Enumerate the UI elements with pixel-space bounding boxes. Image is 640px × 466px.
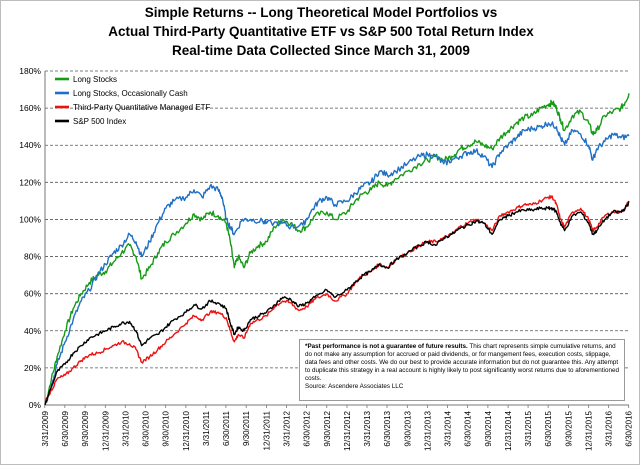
x-tick-label: 9/30/2013 (403, 410, 412, 446)
disclaimer-body-text: This chart represents simple cumulative … (305, 343, 619, 383)
legend-label: Long Stocks, Occasionally Cash (73, 89, 188, 98)
x-tick-label: 12/31/2011 (262, 410, 271, 450)
x-tick-label: 12/31/2009 (101, 410, 110, 451)
x-tick-label: 9/30/2011 (242, 410, 251, 446)
y-tick-label: 0% (29, 400, 42, 410)
y-tick-label: 60% (24, 289, 41, 299)
x-tick-label: 3/31/2009 (41, 410, 50, 446)
chart-title-line-2: Actual Third-Party Quantitative ETF vs S… (108, 24, 534, 39)
y-tick-label: 40% (24, 326, 41, 336)
legend-label: S&P 500 Index (73, 117, 126, 126)
x-tick-label: 6/30/2011 (222, 410, 231, 446)
series-line-0 (44, 93, 630, 406)
y-tick-label: 180% (19, 66, 41, 76)
x-tick-label: 3/31/2010 (121, 410, 130, 446)
x-tick-label: 9/30/2012 (323, 410, 332, 446)
x-tick-label: 12/31/2013 (424, 410, 433, 451)
x-tick-label: 12/31/2012 (343, 410, 352, 451)
disclaimer-box: *Past performance is not a guarantee of … (299, 339, 625, 401)
x-tick-label: 9/30/2010 (162, 410, 171, 446)
legend-label: Third-Party Quantitative Managed ETF (73, 103, 211, 112)
series-line-1 (44, 121, 630, 406)
x-tick-label: 9/30/2014 (484, 410, 493, 446)
x-tick-label: 6/30/2012 (302, 410, 311, 446)
y-tick-label: 140% (19, 140, 41, 150)
x-tick-label: 3/31/2012 (282, 410, 291, 446)
x-tick-label: 12/31/2015 (585, 410, 594, 451)
x-tick-label: 6/30/2014 (464, 410, 473, 446)
y-tick-label: 160% (19, 103, 41, 113)
chart-title-line-1: Simple Returns -- Long Theoretical Model… (144, 5, 498, 20)
x-tick-label: 3/31/2015 (524, 410, 533, 446)
series-line-2 (44, 194, 630, 402)
chart-title-line-3: Real-time Data Collected Since March 31,… (172, 43, 470, 58)
x-tick-label: 12/31/2010 (182, 410, 191, 451)
disclaimer-source: Source: Ascendere Associates LLC (305, 383, 404, 391)
x-tick-label: 3/31/2014 (444, 410, 453, 446)
x-tick-label: 12/31/2014 (504, 410, 513, 451)
x-tick-label: 3/31/2016 (605, 410, 614, 446)
series-line-3 (44, 201, 630, 406)
y-tick-label: 100% (19, 214, 41, 224)
x-tick-label: 3/31/2011 (202, 410, 211, 446)
x-tick-label: 6/30/2010 (141, 410, 150, 446)
x-tick-label: 3/31/2013 (363, 410, 372, 446)
disclaimer-bold-text: *Past performance is not a guarantee of … (305, 343, 468, 350)
x-tick-label: 9/30/2015 (564, 410, 573, 446)
y-tick-label: 120% (19, 177, 41, 187)
x-tick-label: 6/30/2016 (625, 410, 634, 446)
legend-label: Long Stocks (73, 75, 117, 84)
y-tick-label: 80% (24, 252, 41, 262)
y-tick-label: 20% (24, 363, 41, 373)
x-tick-label: 9/30/2009 (81, 410, 90, 446)
x-tick-label: 6/30/2015 (544, 410, 553, 446)
x-tick-label: 6/30/2009 (61, 410, 70, 446)
x-tick-label: 6/30/2013 (383, 410, 392, 446)
